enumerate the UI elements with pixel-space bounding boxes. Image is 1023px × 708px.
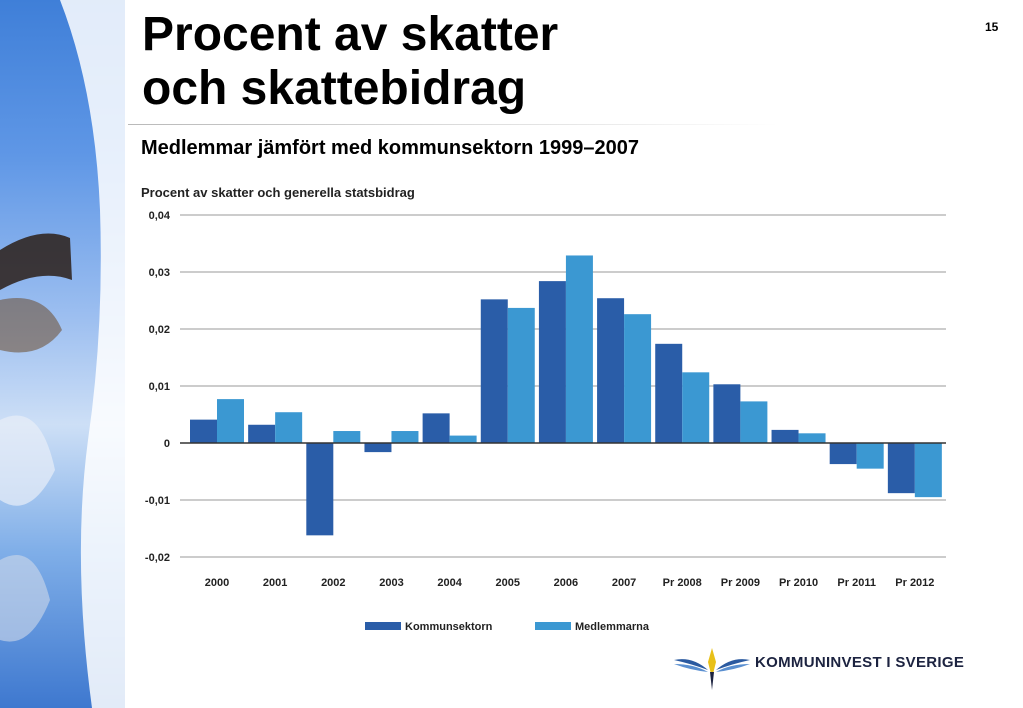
bar-kommunsektorn bbox=[306, 443, 334, 536]
y-tick-label: -0,01 bbox=[145, 495, 170, 507]
bars bbox=[190, 255, 942, 536]
x-tick-label: 2006 bbox=[554, 577, 578, 589]
bar-kommunsektorn bbox=[422, 413, 450, 443]
bar-medlemmarna bbox=[507, 307, 535, 443]
bar-kommunsektorn bbox=[190, 419, 217, 443]
bar-medlemmarna bbox=[391, 431, 419, 443]
x-tick-label: 2005 bbox=[496, 577, 520, 589]
x-tick-label: 2004 bbox=[437, 577, 462, 589]
bar-medlemmarna bbox=[565, 255, 593, 443]
bar-medlemmarna bbox=[624, 314, 652, 443]
y-tick-label: 0 bbox=[164, 438, 170, 450]
y-tick-label: 0,01 bbox=[149, 381, 170, 393]
bar-medlemmarna bbox=[682, 372, 710, 443]
decorative-side-image bbox=[0, 0, 125, 708]
bar-kommunsektorn bbox=[364, 443, 392, 453]
slide-subtitle: Medlemmar jämfört med kommunsektorn 1999… bbox=[141, 137, 639, 159]
x-tick-label: 2007 bbox=[612, 577, 636, 589]
decorative-ice-shapes bbox=[0, 0, 125, 708]
chart-title: Procent av skatter och generella statsbi… bbox=[141, 185, 415, 200]
logo-text: KOMMUNINVEST I SVERIGE bbox=[755, 654, 965, 671]
y-tick-label: -0,02 bbox=[145, 552, 170, 564]
logo-bird-icon bbox=[674, 648, 750, 690]
bar-medlemmarna bbox=[275, 412, 303, 443]
page-number: 15 bbox=[985, 20, 999, 34]
y-tick-label: 0,04 bbox=[149, 210, 171, 222]
slide-title: Procent av skatter och skattebidrag bbox=[142, 8, 558, 116]
x-tick-label: 2002 bbox=[321, 577, 345, 589]
y-axis-ticks: 0,04 0,03 0,02 0,01 0 -0,01 -0,02 bbox=[145, 210, 171, 564]
bar-medlemmarna bbox=[856, 443, 884, 469]
x-tick-label: Pr 2010 bbox=[779, 577, 818, 589]
legend-label: Medlemmarna bbox=[575, 621, 650, 633]
y-tick-label: 0,03 bbox=[149, 267, 170, 279]
bar-medlemmarna bbox=[333, 431, 361, 443]
bar-kommunsektorn bbox=[248, 424, 276, 443]
bar-kommunsektorn bbox=[538, 281, 566, 443]
bar-medlemmarna bbox=[740, 401, 768, 443]
x-tick-label: 2001 bbox=[263, 577, 287, 589]
x-tick-label: 2003 bbox=[379, 577, 403, 589]
bar-kommunsektorn bbox=[480, 299, 508, 443]
slide-title-line-1: Procent av skatter bbox=[142, 8, 559, 61]
bar-medlemmarna bbox=[449, 435, 477, 443]
legend-swatch bbox=[365, 622, 401, 630]
slide-title-line-2: och skattebidrag bbox=[142, 62, 527, 115]
bar-kommunsektorn bbox=[829, 443, 857, 465]
chart-legend: Kommunsektorn Medlemmarna bbox=[365, 621, 650, 633]
x-tick-label: Pr 2009 bbox=[721, 577, 760, 589]
bar-kommunsektorn bbox=[597, 298, 625, 443]
legend-label: Kommunsektorn bbox=[405, 621, 493, 633]
x-tick-label: Pr 2008 bbox=[663, 577, 702, 589]
bar-medlemmarna bbox=[217, 399, 244, 443]
bar-medlemmarna bbox=[798, 433, 826, 443]
title-divider bbox=[128, 124, 778, 125]
x-tick-label: Pr 2012 bbox=[895, 577, 934, 589]
x-axis-ticks: 2000 2001 2002 2003 2004 2005 2006 2007 Pr 2008 P… bbox=[205, 577, 935, 589]
x-tick-label: Pr 2011 bbox=[837, 577, 876, 589]
bar-medlemmarna bbox=[914, 443, 942, 498]
bar-kommunsektorn bbox=[887, 443, 915, 494]
bar-kommunsektorn bbox=[655, 343, 683, 443]
y-tick-label: 0,02 bbox=[149, 324, 170, 336]
kommuninvest-logo: KOMMUNINVEST I SVERIGE bbox=[672, 642, 1002, 692]
legend-swatch bbox=[535, 622, 571, 630]
bar-kommunsektorn bbox=[713, 384, 741, 443]
x-tick-label: 2000 bbox=[205, 577, 229, 589]
bar-kommunsektorn bbox=[771, 429, 799, 443]
